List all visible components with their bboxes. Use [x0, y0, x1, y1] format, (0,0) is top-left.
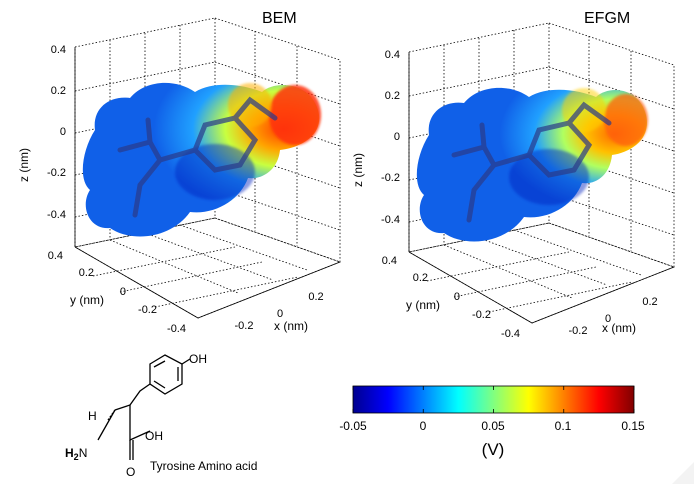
- label-acid-oh: OH: [145, 429, 163, 443]
- y-tick-efgm: 0.2: [413, 272, 428, 284]
- colorbar-strip: [352, 385, 635, 414]
- colorbar-tick-labels: -0.05 0 0.05 0.1 0.15: [339, 419, 645, 433]
- molecule-labels: OH H H2N OH O Tyrosine Amino acid: [65, 352, 257, 479]
- y-tick-bem: 0.2: [79, 267, 94, 279]
- back-wall-left-bem: [74, 17, 216, 248]
- panel-efgm: EFGM z (nm) 0.4 0.2 0 -0.2 -0.4 0.4 0.2 …: [351, 10, 676, 340]
- label-h2n: H2N: [65, 446, 87, 462]
- x-axis-label-efgm: x (nm): [602, 321, 636, 335]
- label-h: H: [88, 409, 97, 423]
- z-tick-efgm: -0.4: [381, 214, 400, 226]
- z-tick-bem: 0.2: [51, 85, 66, 97]
- colorbar-tick-label: 0.05: [481, 419, 505, 433]
- z-tick-efgm: 0.2: [385, 90, 400, 102]
- tyrosine-structure: [97, 354, 191, 460]
- colorbar: -0.05 0 0.05 0.1 0.15 (V): [339, 385, 645, 459]
- z-tick-bem: -0.4: [47, 209, 66, 221]
- hot-spot-bem: [269, 85, 321, 145]
- z-axis-label-bem: z (nm): [17, 148, 31, 182]
- page-corner: [672, 462, 694, 484]
- x-ticks-efgm: -0.2 0 0.2: [569, 296, 658, 337]
- carbonyl-bond: [129, 440, 134, 460]
- y-ticks-bem: 0.4 0.2 0 -0.2 -0.4: [48, 250, 186, 335]
- stick-model-bem: [117, 96, 278, 218]
- label-h2n-sub: 2: [74, 452, 79, 462]
- x-axis-line-bem: [197, 261, 341, 319]
- back-wall-right-bem: [214, 17, 341, 263]
- x-tick-efgm: -0.2: [569, 325, 588, 337]
- y-axis-label-efgm: y (nm): [406, 298, 440, 312]
- y-tick-bem: -0.4: [167, 323, 186, 335]
- y-tick-bem: 0.4: [48, 250, 63, 262]
- z-tick-bem: 0.4: [51, 44, 66, 56]
- x-tick-efgm: 0.2: [642, 296, 657, 308]
- x-tick-bem: 0: [277, 308, 283, 320]
- potential-surface-bem: [82, 82, 321, 237]
- x-tick-efgm: 0: [605, 313, 611, 325]
- z-tick-efgm: 0.4: [385, 49, 400, 61]
- benzene-ring: [149, 354, 183, 395]
- colorbar-tick-label: 0: [420, 419, 427, 433]
- y-tick-efgm: -0.2: [472, 309, 491, 321]
- label-oh-top: OH: [189, 352, 207, 366]
- z-axis-label-efgm: z (nm): [351, 153, 365, 187]
- panel-title-bem: BEM: [262, 10, 297, 27]
- y-axis-label-bem: y (nm): [70, 293, 104, 307]
- y-tick-efgm: -0.4: [501, 328, 520, 340]
- z-tick-efgm: 0: [394, 131, 400, 143]
- y-ticks-efgm: 0.4 0.2 0 -0.2 -0.4: [382, 255, 520, 340]
- colorbar-ticks: [352, 386, 635, 413]
- y-tick-bem: -0.2: [138, 304, 157, 316]
- x-ticks-bem: -0.2 0 0.2: [235, 291, 324, 332]
- label-h2n-n: N: [79, 446, 88, 460]
- label-acid-o: O: [126, 465, 135, 479]
- colorbar-tick-label: -0.05: [339, 419, 367, 433]
- panel-title-efgm: EFGM: [584, 10, 630, 27]
- x-tick-bem: -0.2: [235, 320, 254, 332]
- colorbar-unit-label: (V): [482, 440, 505, 459]
- molecule-caption: Tyrosine Amino acid: [150, 459, 257, 473]
- y-tick-bem: 0: [120, 286, 126, 298]
- colorbar-tick-label: 0.15: [621, 419, 645, 433]
- label-h2n-h: H: [65, 446, 74, 460]
- x-axis-label-bem: x (nm): [274, 319, 308, 333]
- z-tick-bem: 0: [60, 126, 66, 138]
- z-tick-bem: -0.2: [47, 167, 66, 179]
- z-ticks-efgm: 0.4 0.2 0 -0.2 -0.4: [381, 49, 400, 226]
- z-tick-efgm: -0.2: [381, 172, 400, 184]
- floor-bem: [73, 217, 342, 319]
- colorbar-tick-label: 0.1: [555, 419, 572, 433]
- hot-spot-efgm: [604, 94, 648, 146]
- y-tick-efgm: 0: [454, 291, 460, 303]
- x-tick-bem: 0.2: [308, 291, 323, 303]
- z-ticks-bem: 0.4 0.2 0 -0.2 -0.4: [47, 44, 66, 221]
- potential-surface-efgm: [416, 87, 648, 242]
- stick-model-efgm: [451, 101, 612, 223]
- panel-bem: BEM z (nm) 0.4 0.2 0 -0.2 -0.4 0.4 0.2 0…: [17, 10, 342, 335]
- y-axis-line-bem: [74, 246, 199, 319]
- y-tick-efgm: 0.4: [382, 255, 397, 267]
